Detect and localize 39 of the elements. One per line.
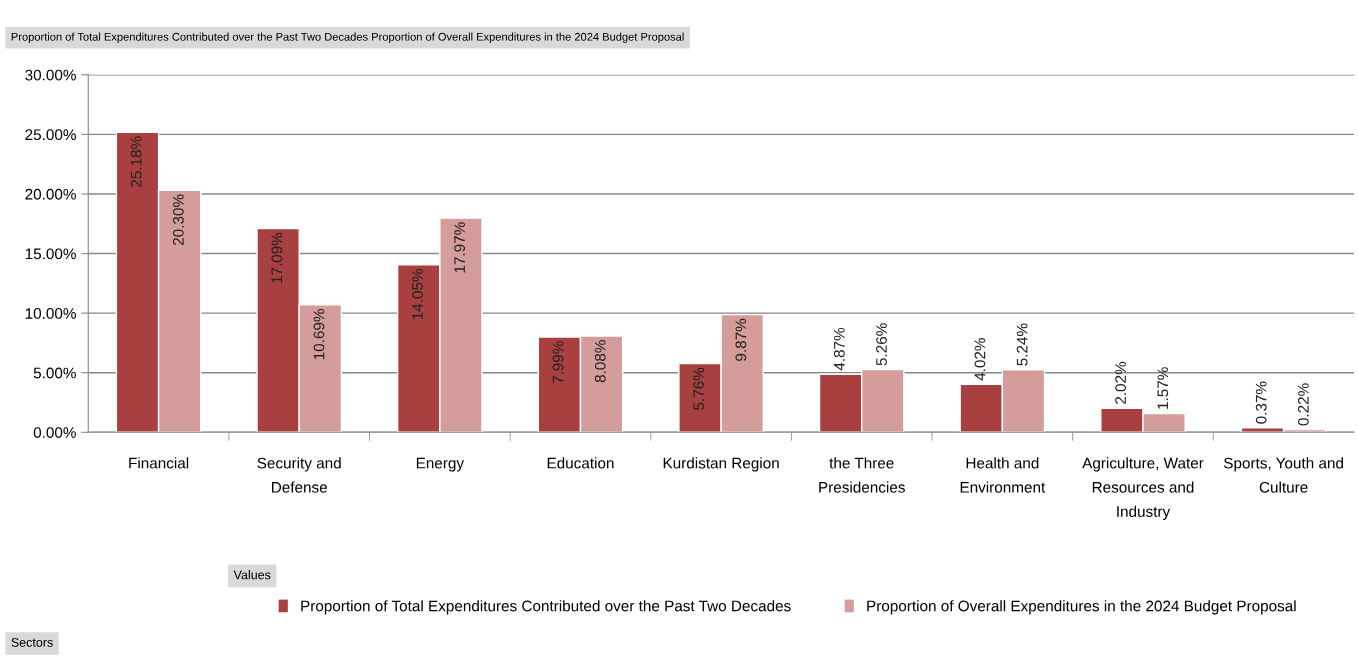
data-label: 25.18% (130, 136, 142, 187)
data-label: 4.02% (974, 338, 986, 381)
y-tick-label: 5.00% (33, 367, 76, 379)
y-tick-label: 30.00% (25, 69, 76, 81)
legend-label: Proportion of Overall Expenditures in the 2024 Budget Proposal (867, 600, 1296, 615)
x-tick-label: Financial (129, 457, 189, 469)
data-label: 0.22% (1297, 383, 1309, 426)
x-tick-label: Security and Defense (257, 457, 341, 493)
x-tick-label: Education (547, 457, 614, 469)
y-tick-label: 0.00% (33, 427, 76, 438)
data-label: 9.87% (735, 318, 747, 361)
data-label: 5.76% (693, 367, 705, 410)
y-tick-label: 10.00% (25, 307, 76, 319)
text: Sectors (11, 637, 53, 647)
text: Values (233, 570, 271, 580)
x-tick-label: Kurdistan Region (663, 457, 779, 472)
data-label: 5.24% (1016, 323, 1028, 366)
data-label: 8.08% (594, 340, 606, 383)
x-tick-label: Sports, Youth and Culture (1223, 457, 1343, 493)
data-label: 17.09% (271, 232, 283, 283)
x-tick-label: Agriculture, Water Resources and Industry (1082, 457, 1204, 520)
y-tick-label: 20.00% (25, 188, 76, 200)
y-tick-label: 25.00% (25, 129, 76, 141)
data-label: 7.99% (552, 341, 564, 384)
data-label: 0.37% (1255, 381, 1267, 424)
y-tick-label: 15.00% (25, 248, 76, 260)
chart-title: Proportion of Total Expenditures Contributed over the Past Two Decades Proportion of Overall Expenditures in the 2024 Budget Proposal (11, 32, 684, 43)
data-label: 10.69% (313, 309, 325, 360)
data-label: 14.05% (412, 268, 423, 320)
data-label: 17.97% (454, 222, 466, 273)
data-label: 2.02% (1115, 361, 1126, 404)
data-label: 4.87% (833, 327, 845, 371)
x-tick-label: Health and Environment (960, 457, 1046, 493)
x-tick-label: the Three Presidencies (819, 457, 905, 493)
data-label: 1.57% (1157, 367, 1169, 409)
data-label: 20.30% (172, 194, 184, 246)
data-label: 5.26% (876, 323, 887, 366)
legend-label: Proportion of Total Expenditures Contributed over the Past Two Decades (301, 600, 791, 615)
x-tick-label: Energy (416, 457, 465, 472)
